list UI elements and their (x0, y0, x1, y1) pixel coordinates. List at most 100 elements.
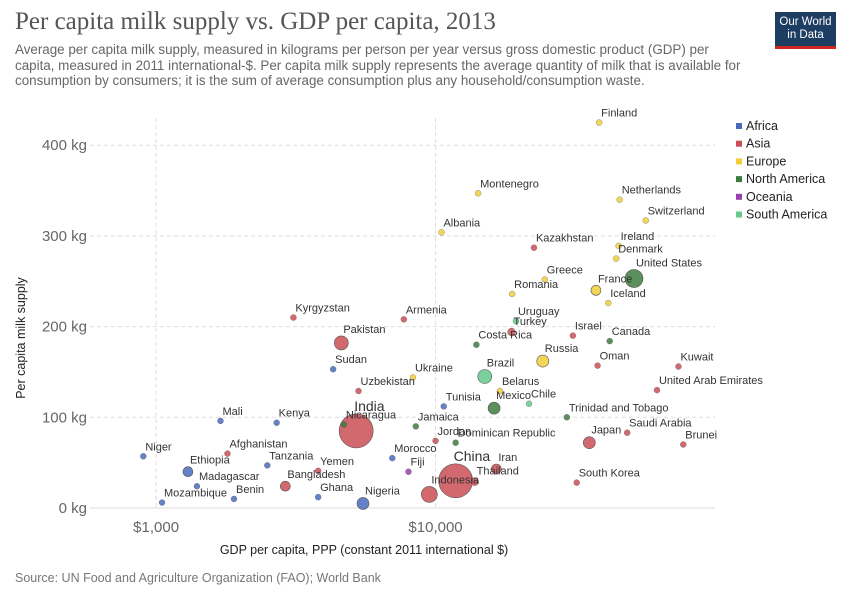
y-axis-title: Per capita milk supply (14, 276, 28, 398)
label-turkey: Turkey (514, 316, 548, 328)
label-brazil: Brazil (487, 357, 515, 369)
point-saudi-arabia[interactable] (624, 429, 631, 436)
point-mexico[interactable] (487, 401, 501, 415)
point-iran[interactable] (491, 463, 502, 475)
point-canada[interactable] (606, 337, 613, 345)
label-romania: Romania (514, 279, 559, 291)
label-pakistan: Pakistan (343, 324, 385, 336)
point-ireland[interactable] (615, 242, 622, 250)
point-madagascar[interactable] (193, 483, 201, 490)
point-niger[interactable] (140, 453, 147, 460)
label-niger: Niger (145, 441, 172, 453)
point-south-korea[interactable] (573, 479, 580, 486)
point-mali[interactable] (217, 417, 224, 425)
label-indonesia: Indonesia (431, 474, 480, 486)
point-switzerland[interactable] (642, 217, 649, 224)
point-fiji[interactable] (405, 468, 412, 475)
legend-swatch-north-america (736, 176, 742, 183)
label-kuwait: Kuwait (680, 352, 713, 364)
point-united-arab-emirates[interactable] (653, 386, 661, 394)
label-jordan: Jordan (438, 426, 472, 438)
point-brazil[interactable] (477, 369, 493, 384)
point-tanzania[interactable] (264, 462, 271, 469)
point-thailand[interactable] (470, 477, 479, 486)
point-montenegro[interactable] (474, 190, 482, 197)
point-kazakhstan[interactable] (530, 244, 538, 251)
point-bangladesh[interactable] (280, 480, 291, 492)
legend-item-south-america[interactable]: South America (746, 208, 827, 222)
point-chile[interactable] (525, 400, 533, 407)
label-canada: Canada (612, 326, 651, 338)
owid-logo[interactable]: Our World in Data (775, 12, 836, 49)
point-netherlands[interactable] (616, 196, 623, 203)
point-denmark[interactable] (613, 255, 620, 262)
point-albania[interactable] (438, 229, 445, 236)
point-ethiopia[interactable] (182, 466, 194, 478)
point-ghana[interactable] (314, 493, 322, 501)
label-kenya: Kenya (279, 408, 311, 420)
legend-item-north-america[interactable]: North America (746, 172, 825, 186)
point-kenya[interactable] (273, 419, 280, 426)
point-romania[interactable] (509, 290, 516, 298)
chart-title: Per capita milk supply vs. GDP per capit… (15, 8, 496, 35)
legend-item-oceania[interactable]: Oceania (746, 190, 793, 204)
point-nigeria[interactable] (356, 497, 370, 510)
label-ethiopia: Ethiopia (190, 455, 231, 467)
point-yemen[interactable] (314, 467, 322, 474)
point-greece[interactable] (541, 276, 548, 283)
legend-item-europe[interactable]: Europe (746, 154, 786, 168)
point-india[interactable] (338, 413, 374, 449)
point-indonesia[interactable] (421, 486, 438, 503)
point-iceland[interactable] (605, 299, 612, 307)
label-greece: Greece (547, 264, 583, 276)
point-ukraine[interactable] (409, 374, 417, 381)
logo-line-2: in Data (787, 29, 824, 41)
legend-item-africa[interactable]: Africa (746, 119, 778, 133)
label-switzerland: Switzerland (648, 205, 705, 217)
point-trinidad-and-tobago[interactable] (563, 414, 570, 421)
label-ukraine: Ukraine (415, 362, 453, 374)
point-uzbekistan[interactable] (355, 387, 362, 395)
label-albania: Albania (443, 217, 481, 229)
point-jamaica[interactable] (412, 423, 419, 430)
point-kuwait[interactable] (675, 363, 682, 370)
point-armenia[interactable] (400, 316, 407, 323)
point-costa-rica[interactable] (473, 341, 480, 348)
y-tick-label: 100 kg (42, 409, 87, 426)
point-benin[interactable] (230, 495, 238, 503)
label-denmark: Denmark (618, 244, 663, 256)
label-uzbekistan: Uzbekistan (361, 376, 415, 388)
point-russia[interactable] (536, 354, 550, 368)
point-nicaragua[interactable] (340, 421, 348, 428)
point-tunisia[interactable] (440, 403, 447, 410)
label-chile: Chile (531, 389, 556, 401)
point-kyrgyzstan[interactable] (290, 314, 297, 321)
point-finland[interactable] (596, 119, 603, 126)
point-morocco[interactable] (389, 454, 396, 462)
point-japan[interactable] (583, 436, 596, 449)
point-israel[interactable] (569, 332, 577, 339)
point-oman[interactable] (594, 362, 601, 369)
point-france[interactable] (590, 285, 602, 296)
label-china: China (454, 448, 491, 464)
point-belarus[interactable] (496, 387, 504, 395)
point-uruguay[interactable] (512, 318, 520, 325)
legend-item-asia[interactable]: Asia (746, 137, 770, 151)
point-united-states[interactable] (624, 269, 644, 288)
x-axis-ticks: $1,000 $10,000 (133, 519, 463, 536)
y-tick-label: 400 kg (42, 137, 87, 154)
label-united-arab-emirates: United Arab Emirates (659, 375, 763, 387)
point-afghanistan[interactable] (224, 450, 231, 457)
point-jordan[interactable] (432, 437, 439, 445)
point-labels: Finland Montenegro Netherlands Switzerland A… (145, 108, 763, 500)
data-points (140, 119, 687, 510)
point-turkey[interactable] (507, 327, 516, 337)
point-dominican-republic[interactable] (452, 439, 459, 446)
y-tick-label: 200 kg (42, 319, 87, 336)
point-brunei[interactable] (680, 441, 687, 448)
y-tick-label: 300 kg (42, 228, 87, 245)
point-mozambique[interactable] (158, 499, 166, 506)
point-sudan[interactable] (329, 366, 337, 373)
point-pakistan[interactable] (334, 335, 349, 351)
